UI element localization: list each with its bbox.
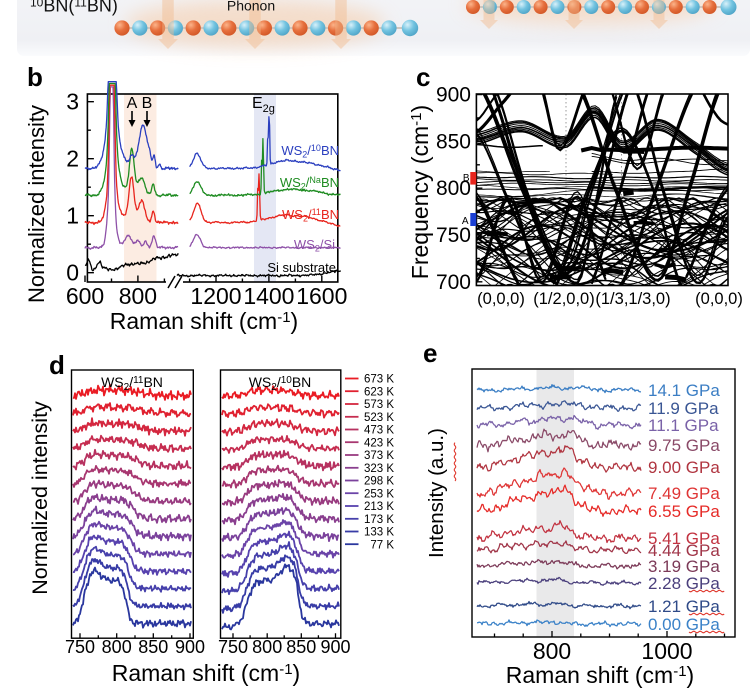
svg-text:c: c [416,62,430,92]
svg-text:Normalized intensity: Normalized intensity [28,401,52,595]
svg-text:573 K: 573 K [364,399,394,411]
svg-text:WS2/NaBN: WS2/NaBN [280,175,339,192]
svg-text:Frequency (cm-1): Frequency (cm-1) [407,105,433,279]
svg-text:3: 3 [66,89,79,115]
svg-text:700: 700 [436,271,471,294]
svg-text:133 K: 133 K [364,527,394,539]
svg-text:1.21 GPa: 1.21 GPa [648,597,720,616]
svg-text:Raman shift (cm-1): Raman shift (cm-1) [110,308,298,334]
svg-text:Normalized intensity: Normalized intensity [24,105,49,303]
svg-text:0.00 GPa: 0.00 GPa [648,615,720,634]
svg-text:(0,0,0): (0,0,0) [477,290,525,308]
svg-text:800: 800 [119,283,157,309]
svg-text:373 K: 373 K [364,450,394,462]
svg-text:7.49 GPa: 7.49 GPa [648,484,720,503]
svg-text:Intensity (a.u.): Intensity (a.u.) [425,428,448,558]
svg-text:A: A [462,216,469,227]
svg-text:850: 850 [436,130,471,153]
svg-text:850: 850 [138,637,168,657]
svg-text:1: 1 [66,203,79,229]
svg-text:0: 0 [66,260,79,286]
svg-text:800: 800 [533,638,571,664]
svg-text:900: 900 [175,637,205,657]
svg-text:Phonon: Phonon [227,0,275,14]
svg-text:10BN(11BN): 10BN(11BN) [30,0,118,16]
svg-text:9.00 GPa: 9.00 GPa [648,458,720,477]
svg-text:Raman shift (cm-1): Raman shift (cm-1) [112,660,300,686]
svg-text:14.1 GPa: 14.1 GPa [648,381,720,400]
svg-text:b: b [27,62,43,92]
svg-text:800: 800 [436,177,471,200]
svg-text:WS2/Si: WS2/Si [294,237,335,254]
svg-text:750: 750 [65,637,95,657]
svg-text:900: 900 [436,84,471,107]
svg-text:WS2/11BN: WS2/11BN [101,374,163,393]
svg-text:850: 850 [286,637,316,657]
svg-text:1000: 1000 [641,638,692,664]
svg-text:3.19 GPa: 3.19 GPa [648,557,720,576]
svg-text:900: 900 [320,637,350,657]
svg-text:4.44 GPa: 4.44 GPa [648,541,720,560]
svg-text:423 K: 423 K [364,437,394,449]
svg-text:Raman shift (cm-1): Raman shift (cm-1) [506,662,694,688]
svg-text:623 K: 623 K [364,386,394,398]
svg-text:1600: 1600 [296,283,347,309]
svg-text:600: 600 [66,283,104,309]
svg-text:2: 2 [66,146,79,172]
svg-text:323 K: 323 K [364,463,394,475]
svg-text:1200: 1200 [190,283,241,309]
svg-text:(1/3,1/3,0): (1/3,1/3,0) [595,290,670,308]
svg-text:750: 750 [436,224,471,247]
svg-text:B: B [142,95,153,112]
svg-text:673 K: 673 K [364,374,394,386]
svg-text:WS2/10BN: WS2/10BN [249,374,312,393]
svg-text:2.28 GPa: 2.28 GPa [648,574,720,593]
svg-text:800: 800 [252,637,282,657]
svg-text:11.9 GPa: 11.9 GPa [648,399,719,418]
svg-text:253 K: 253 K [364,488,394,500]
svg-text:(0,0,0): (0,0,0) [695,290,743,308]
svg-text:5.41 GPa: 5.41 GPa [648,529,720,548]
svg-text:523 K: 523 K [364,412,394,424]
svg-text:A: A [127,95,138,112]
svg-text:800: 800 [102,637,132,657]
svg-text:e: e [423,338,437,368]
svg-text:6.55 GPa: 6.55 GPa [648,502,720,521]
svg-text:298 K: 298 K [364,476,394,488]
svg-text:d: d [49,350,65,380]
svg-text:Si substrate: Si substrate [267,260,336,275]
svg-text:77 K: 77 K [370,540,394,552]
svg-text:473 K: 473 K [364,425,394,437]
svg-text:9.75 GPa: 9.75 GPa [648,436,720,455]
svg-text:(1/2,0,0): (1/2,0,0) [533,290,594,308]
svg-text:173 K: 173 K [364,514,394,526]
svg-text:213 K: 213 K [364,501,394,513]
svg-text:WS2/10BN: WS2/10BN [281,143,339,160]
svg-text:1400: 1400 [243,283,294,309]
svg-text:750: 750 [218,637,248,657]
svg-text:B: B [463,173,470,184]
svg-text:11.1 GPa: 11.1 GPa [648,416,719,435]
svg-text:WS2/11BN: WS2/11BN [282,207,339,224]
